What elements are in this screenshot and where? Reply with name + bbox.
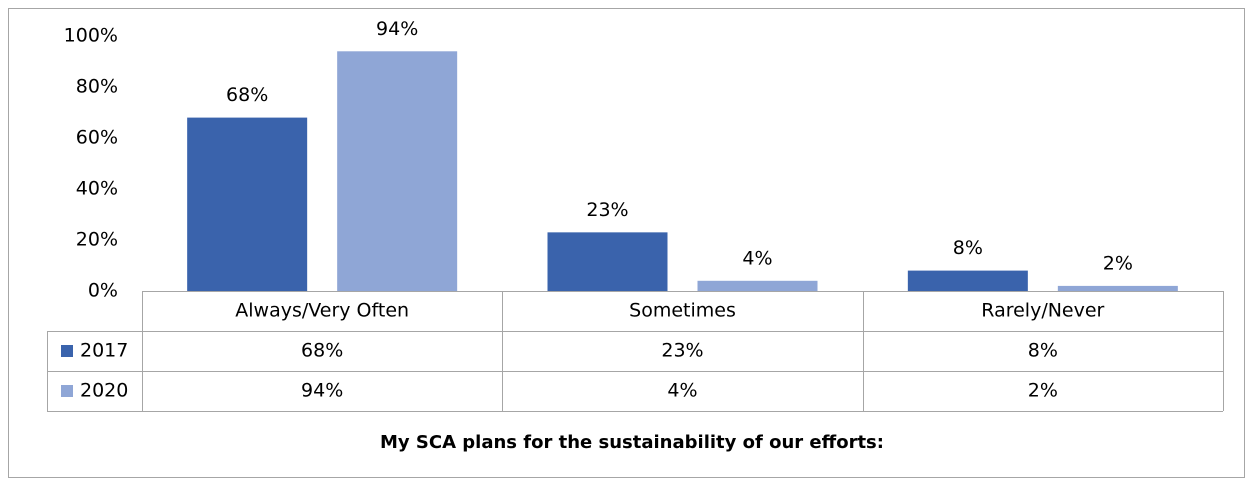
legend-key xyxy=(61,345,73,357)
data-label: 23% xyxy=(586,199,628,221)
data-label: 4% xyxy=(742,247,772,269)
table-cell: 8% xyxy=(1028,340,1058,362)
y-tick-label: 80% xyxy=(76,76,118,98)
x-tick-label: Sometimes xyxy=(629,300,736,322)
data-label: 8% xyxy=(953,237,983,259)
table-cell: 23% xyxy=(661,340,703,362)
data-label: 94% xyxy=(376,18,418,40)
legend-label: 2020 xyxy=(80,380,128,402)
y-tick-label: 0% xyxy=(88,280,118,302)
chart-title: My SCA plans for the sustainability of o… xyxy=(380,432,884,453)
y-tick-label: 60% xyxy=(76,127,118,149)
y-tick-label: 100% xyxy=(64,25,118,47)
x-tick-label: Always/Very Often xyxy=(235,300,409,322)
table-cell: 68% xyxy=(301,340,343,362)
bar xyxy=(1057,285,1178,291)
y-tick-label: 40% xyxy=(76,178,118,200)
table-cell: 2% xyxy=(1028,380,1058,402)
table-cell: 94% xyxy=(301,380,343,402)
y-tick-label: 20% xyxy=(76,229,118,251)
legend-key xyxy=(61,385,73,397)
x-tick-label: Rarely/Never xyxy=(981,300,1104,322)
bar xyxy=(697,280,818,291)
bar xyxy=(337,51,458,291)
bar xyxy=(187,117,308,291)
bar xyxy=(907,270,1028,291)
bar xyxy=(547,232,668,291)
data-label: 68% xyxy=(226,84,268,106)
legend-label: 2017 xyxy=(80,340,128,362)
table-cell: 4% xyxy=(667,380,697,402)
data-label: 2% xyxy=(1103,252,1133,274)
